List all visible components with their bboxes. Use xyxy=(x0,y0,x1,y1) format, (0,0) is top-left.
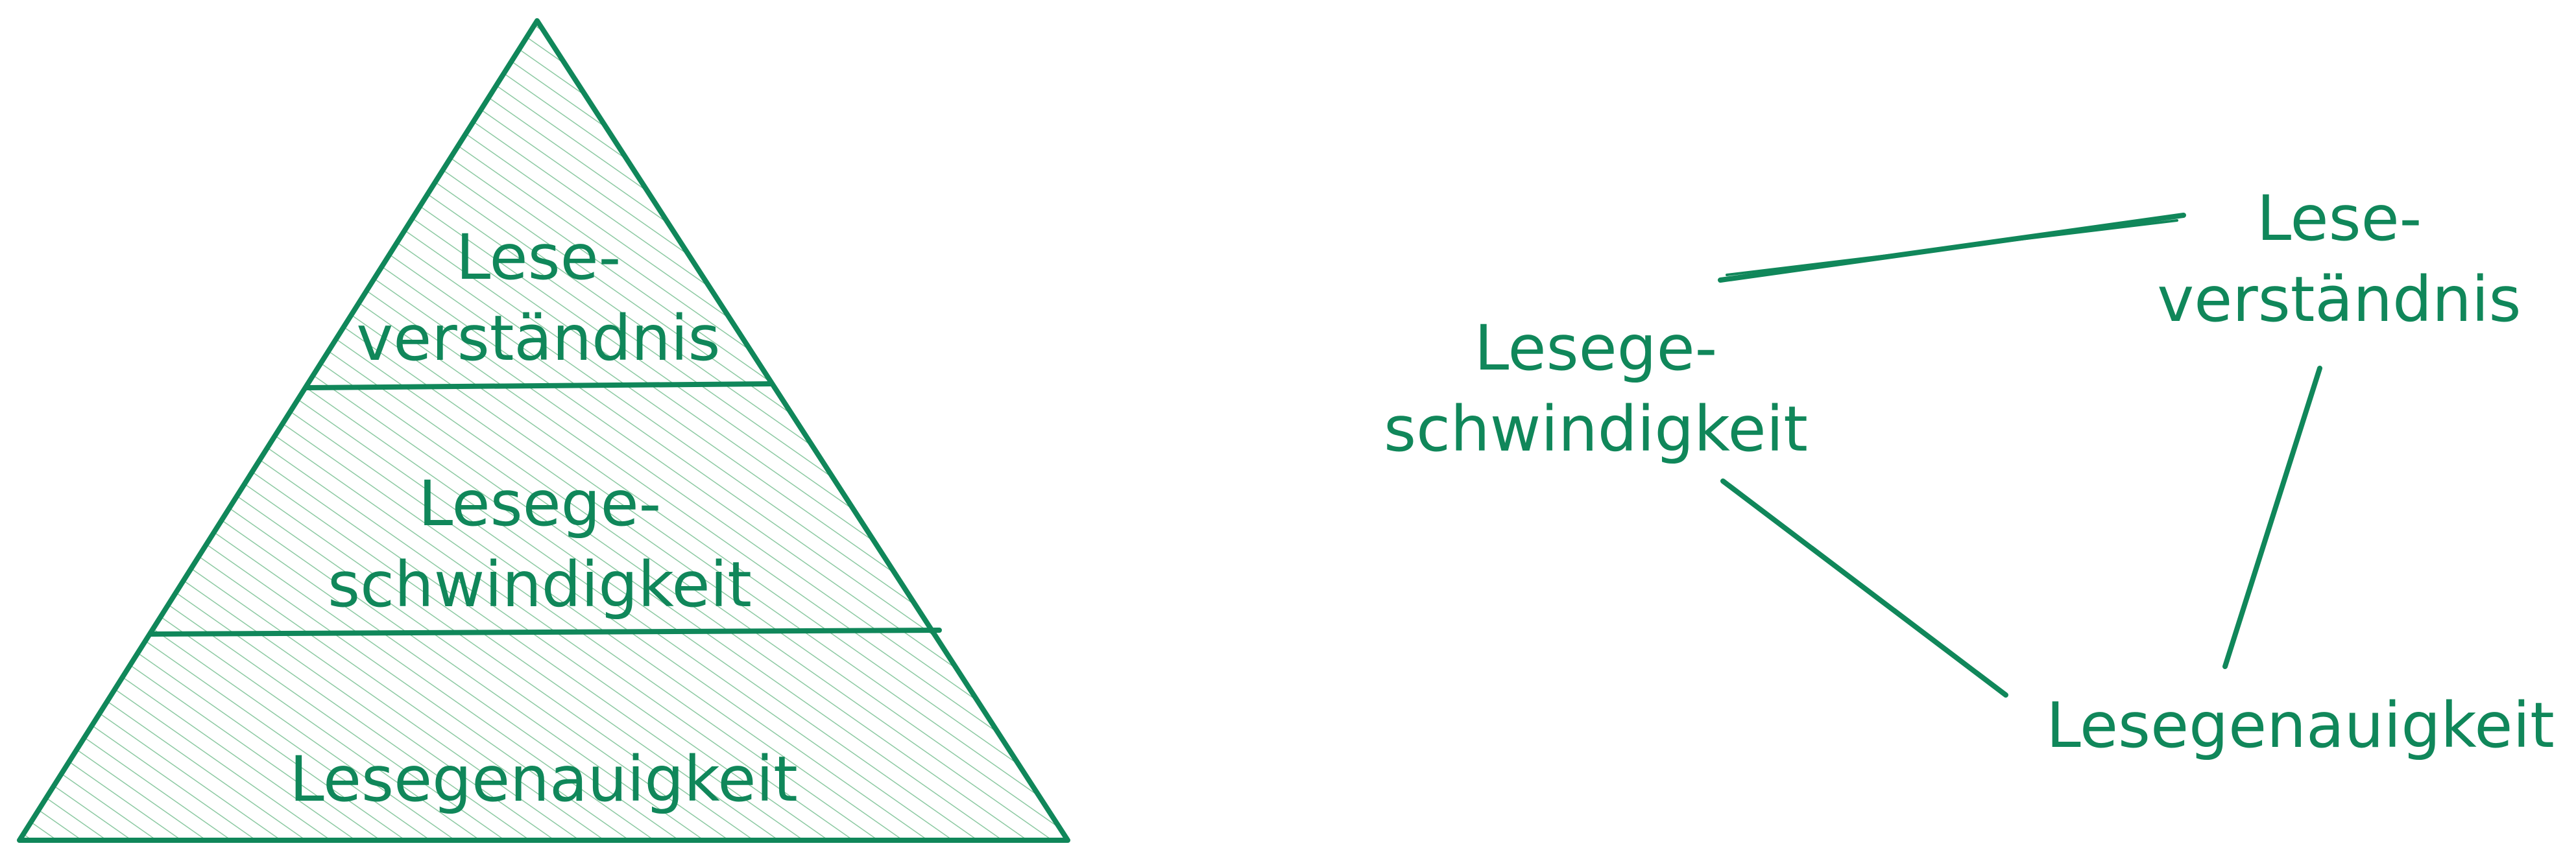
edge-speed-comprehension-sketch xyxy=(1726,219,2178,276)
node-reading-comprehension-line-2: verständnis xyxy=(2157,263,2521,336)
pyramid-divider-top xyxy=(304,381,773,390)
node-reading-speed: Lesege- schwindigkeit xyxy=(1384,312,1808,466)
node-reading-accuracy: Lesegenauigkeit xyxy=(2046,689,2555,762)
node-reading-speed-line-1: Lesege- xyxy=(1475,312,1718,384)
pyramid: Lese- verständnis Lesege- schwindigkeit … xyxy=(17,18,1070,843)
edge-speed-accuracy xyxy=(1720,478,2008,698)
pyramid-outline xyxy=(17,18,1070,843)
pyramid-level-accuracy-line-1: Lesegenauigkeit xyxy=(289,743,798,816)
pyramid-fill xyxy=(19,21,1068,840)
pyramid-level-speed: Lesege- schwindigkeit xyxy=(328,467,752,621)
pyramid-level-comprehension-line-2: verständnis xyxy=(356,302,720,375)
pyramid-level-comprehension-line-1: Lese- xyxy=(456,221,621,294)
edge-comprehension-accuracy xyxy=(2222,366,2322,669)
pyramid-level-speed-line-2: schwindigkeit xyxy=(328,548,752,621)
node-reading-comprehension-line-1: Lese- xyxy=(2257,182,2422,255)
pyramid-level-speed-line-1: Lesege- xyxy=(418,467,662,540)
pyramid-level-accuracy: Lesegenauigkeit xyxy=(289,743,798,816)
concept-triangle: Lesege- schwindigkeit Lese- verständnis … xyxy=(1384,182,2555,762)
pyramid-level-comprehension: Lese- verständnis xyxy=(356,221,720,375)
node-reading-accuracy-line-1: Lesegenauigkeit xyxy=(2046,689,2555,762)
pyramid-divider-bottom xyxy=(148,628,942,637)
node-reading-speed-line-2: schwindigkeit xyxy=(1384,393,1808,466)
node-reading-comprehension: Lese- verständnis xyxy=(2157,182,2521,336)
